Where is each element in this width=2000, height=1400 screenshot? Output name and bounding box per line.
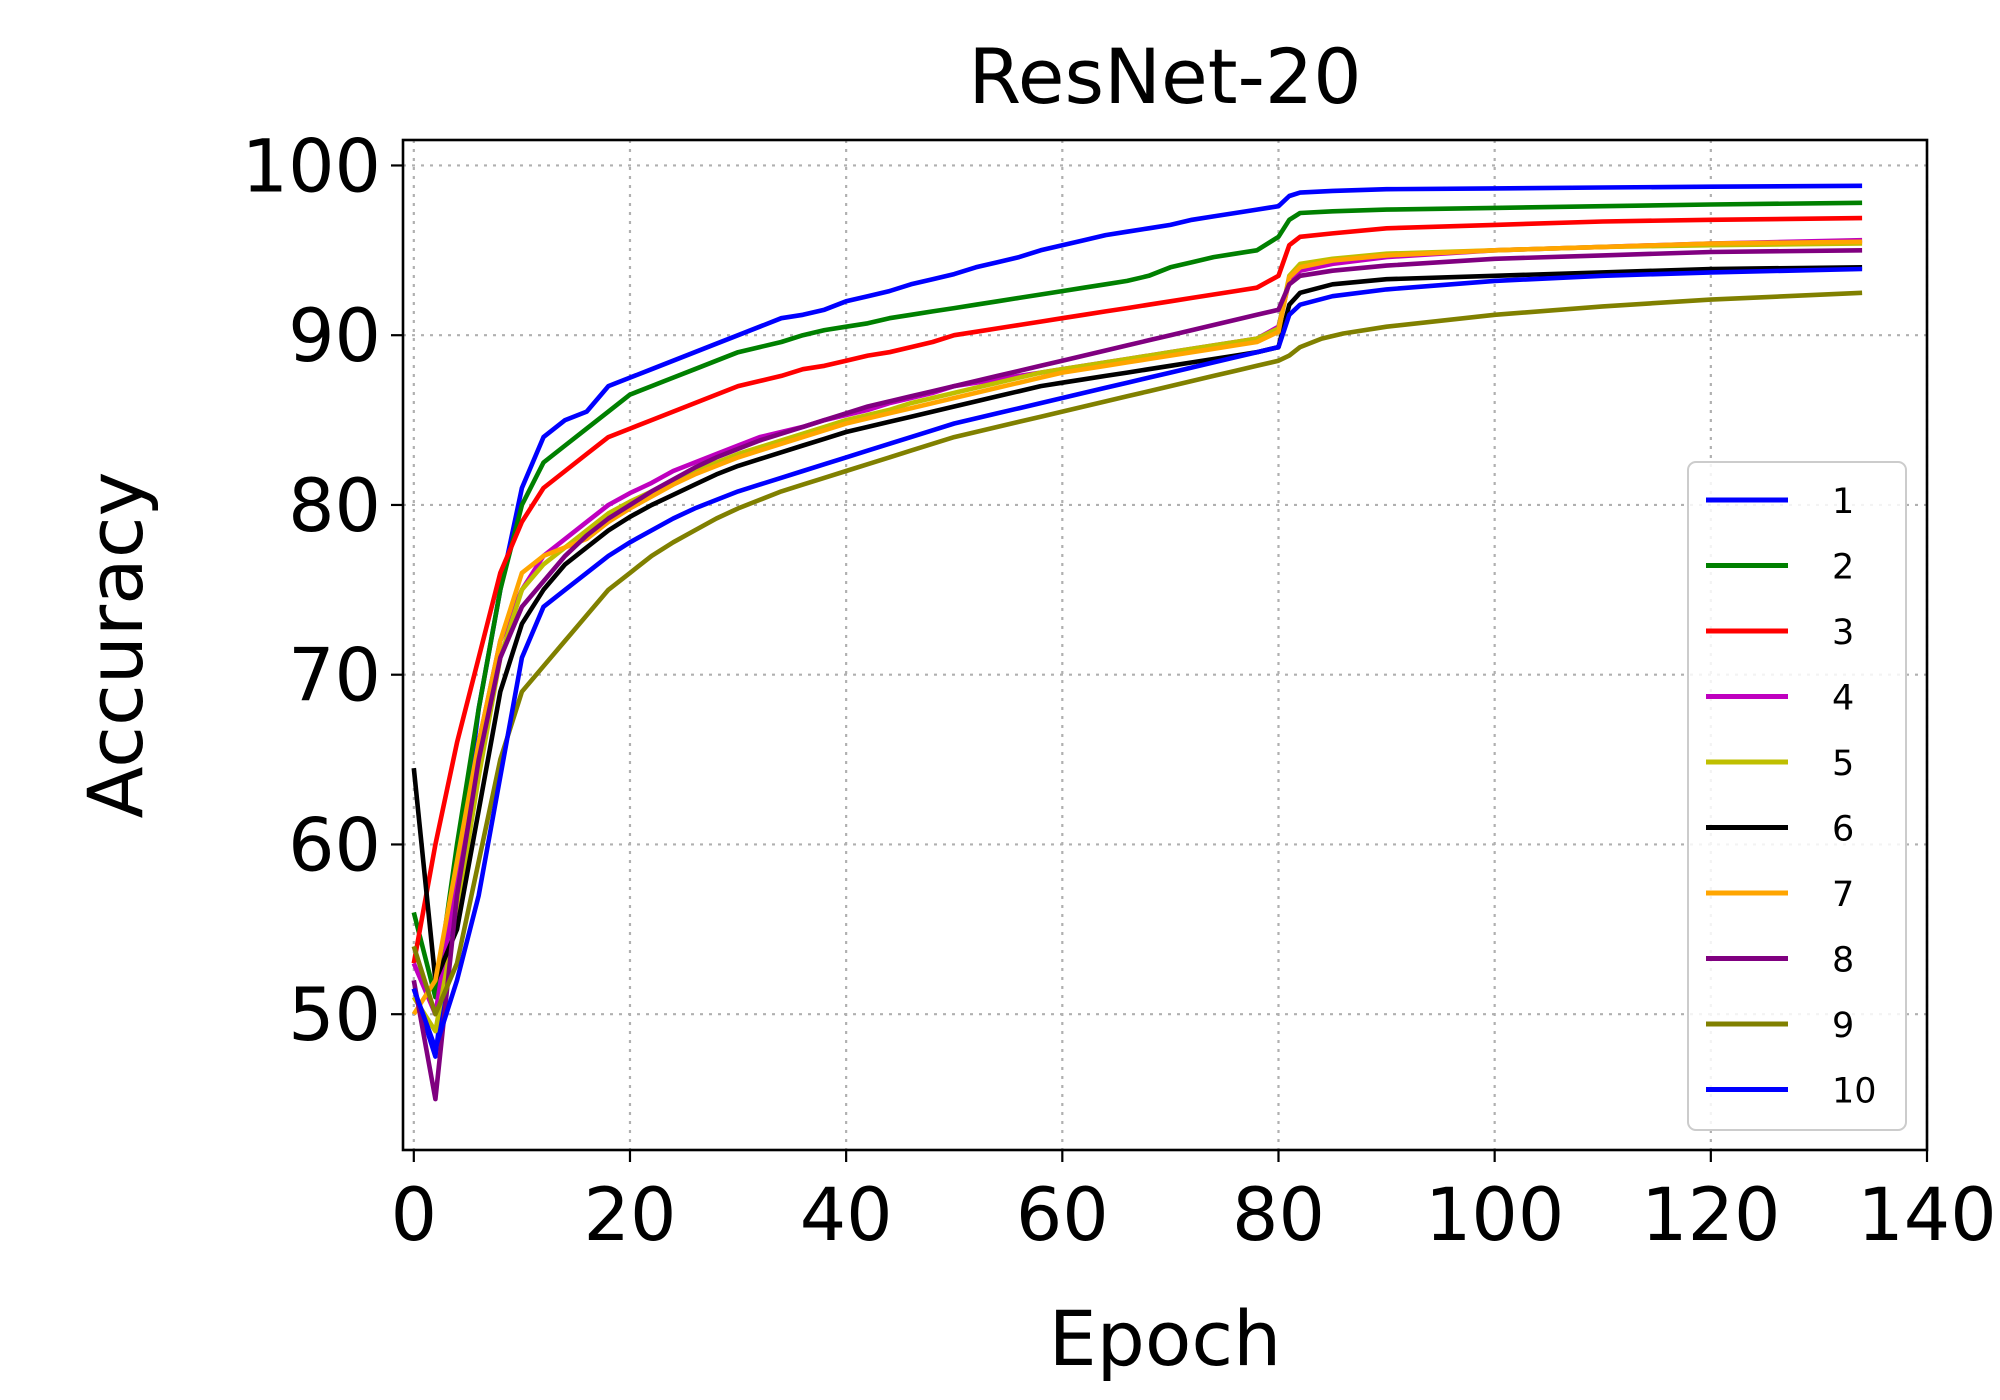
y-tick-label: 60 [288, 803, 381, 888]
y-axis-label: Accuracy [71, 472, 160, 819]
legend-label-9: 9 [1832, 1006, 1854, 1046]
y-tick-label: 50 [288, 973, 381, 1058]
y-tick-label: 100 [242, 124, 381, 209]
x-tick-label: 100 [1425, 1173, 1564, 1258]
series-line-7 [411, 239, 1863, 1016]
plot-frame [401, 138, 1929, 1152]
legend-label-10: 10 [1832, 1072, 1877, 1112]
legend-label-6: 6 [1832, 810, 1854, 850]
x-tick-label: 80 [1232, 1173, 1325, 1258]
legend-label-7: 7 [1832, 875, 1854, 915]
legend-label-3: 3 [1832, 613, 1854, 653]
legend-label-2: 2 [1832, 548, 1854, 588]
x-tick-label: 0 [391, 1173, 437, 1258]
chart-title: ResNet-20 [968, 32, 1361, 121]
series-line-9 [411, 290, 1863, 1017]
legend-box [1687, 461, 1907, 1131]
axis-ticks: 0 20 40 60 80 100 120 140 50 60 70 80 90 100 [242, 124, 1997, 1258]
series-line-10 [411, 266, 1863, 1051]
legend: 1 2 3 4 5 6 7 8 9 10 [1687, 461, 1907, 1131]
series-line-3 [411, 215, 1863, 964]
x-tick-label: 60 [1016, 1173, 1109, 1258]
legend-label-5: 5 [1832, 744, 1854, 784]
x-tick-label: 120 [1641, 1173, 1780, 1258]
x-tick-label: 140 [1857, 1173, 1996, 1258]
x-tick-label: 40 [800, 1173, 893, 1258]
series-line-2 [411, 200, 1863, 1000]
series-line-8 [411, 248, 1863, 1102]
y-tick-label: 90 [288, 294, 381, 379]
x-tick-label: 20 [584, 1173, 677, 1258]
legend-label-8: 8 [1832, 941, 1854, 981]
y-tick-label: 80 [288, 464, 381, 549]
series-lines [411, 183, 1863, 1102]
legend-label-1: 1 [1832, 482, 1854, 522]
y-tick-label: 70 [288, 634, 381, 719]
x-axis-label: Epoch [1049, 1294, 1282, 1383]
legend-label-4: 4 [1832, 679, 1854, 719]
series-line-1 [411, 183, 1863, 1059]
